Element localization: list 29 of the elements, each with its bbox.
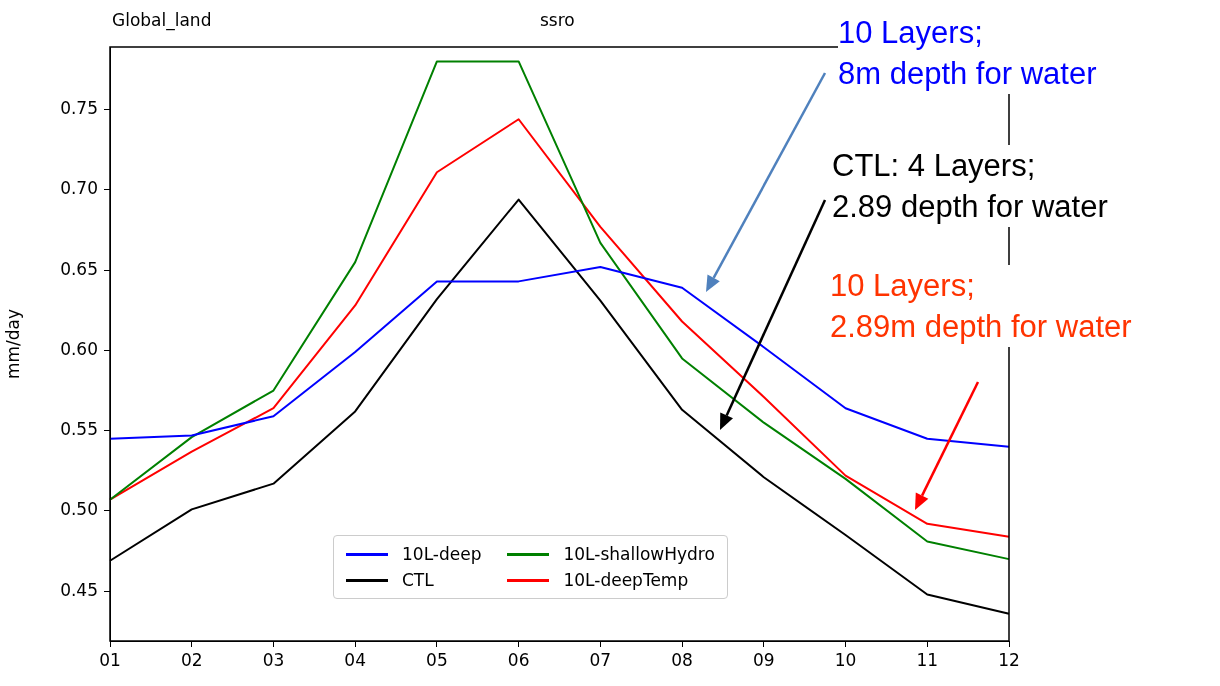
x-tick-label: 09 [753,649,775,670]
y-tick-label: 0.75 [60,98,98,119]
y-axis-title: mm/day [2,308,23,380]
chart-title: ssro [540,10,575,30]
x-tick-label: 05 [426,649,448,670]
x-tick-label: 04 [344,649,366,670]
x-tick-label: 08 [671,649,693,670]
x-tick-label: 06 [507,649,530,670]
annotation: CTL: 4 Layers; 2.89 depth for water [832,145,1108,227]
legend-label: 10L-deepTemp [563,570,689,590]
legend-label: 10L-shallowHydro [563,544,715,564]
x-tick-label: 01 [99,649,121,670]
annotation: 10 Layers; 8m depth for water [838,12,1097,94]
y-tick-label: 0.65 [60,258,98,279]
text: Global_land [112,10,212,30]
y-tick-label: 0.70 [60,178,98,199]
legend-label: 10L-deep [402,544,482,564]
y-tick-label: 0.45 [60,579,98,600]
x-tick-label: 02 [180,649,203,670]
x-tick-label: 12 [998,649,1020,670]
x-tick-label: 11 [916,649,939,670]
x-tick-label: 10 [834,649,857,670]
legend-label: CTL [402,570,434,590]
x-tick-label: 03 [262,649,285,670]
annotation: 10 Layers; 2.89m depth for water [830,265,1132,347]
x-tick-label: 07 [589,649,612,670]
y-tick-label: 0.60 [60,338,98,359]
y-tick-label: 0.55 [60,419,98,440]
y-tick-label: 0.50 [60,499,98,520]
